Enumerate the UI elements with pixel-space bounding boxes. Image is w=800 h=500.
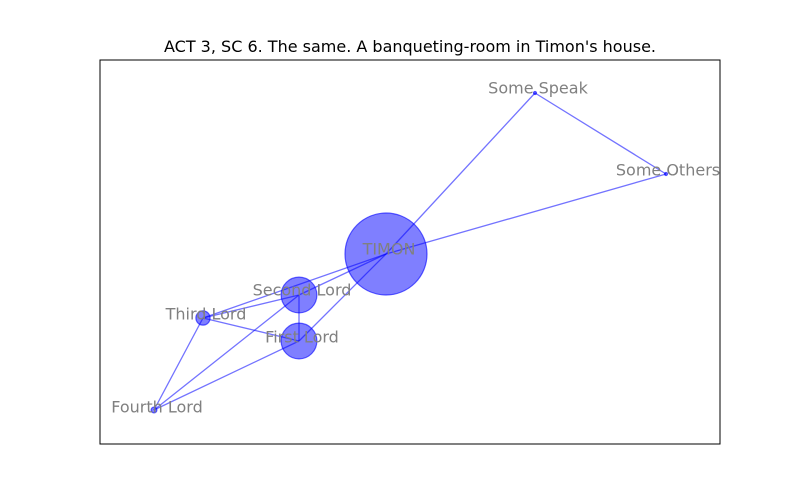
node-some-others [663, 171, 669, 177]
node-label-fourth-lord: Fourth Lord [111, 398, 203, 417]
node-label-second-lord: Second Lord [253, 281, 352, 300]
chart-title: ACT 3, SC 6. The same. A banqueting-room… [164, 37, 656, 56]
node-label-first-lord: First Lord [265, 328, 339, 347]
node-label-third-lord: Third Lord [165, 305, 247, 324]
edge-second-lord-fourth-lord [153, 294, 300, 411]
plot-frame [99, 59, 721, 445]
node-first-lord [280, 322, 318, 360]
node-label-some-speak: Some Speak [488, 79, 588, 98]
edge-timon-some-others [385, 173, 667, 255]
label-layer: TIMON Second Lord First Lord Third Lord Four… [111, 79, 720, 417]
node-second-lord [280, 276, 318, 314]
edge-some-speak-some-others [534, 92, 667, 175]
edge-first-lord-fourth-lord [153, 340, 300, 411]
node-third-lord [195, 310, 211, 326]
node-label-some-others: Some Others [616, 161, 720, 180]
node-some-speak [532, 90, 538, 96]
node-timon [344, 212, 428, 296]
node-fourth-lord [150, 406, 158, 414]
node-layer [150, 90, 669, 414]
edge-third-lord-fourth-lord [153, 317, 204, 411]
node-label-timon: TIMON [362, 240, 416, 259]
